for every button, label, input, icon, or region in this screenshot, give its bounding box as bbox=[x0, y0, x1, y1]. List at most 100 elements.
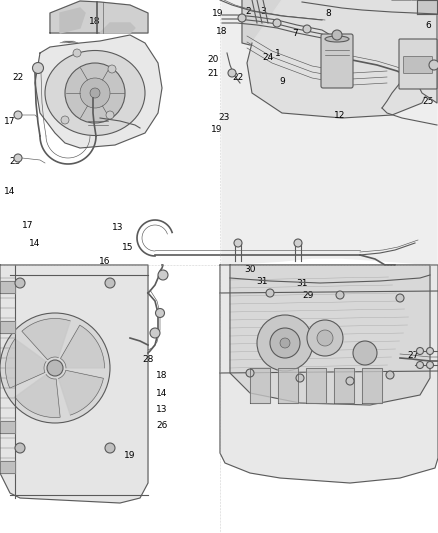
Circle shape bbox=[257, 315, 313, 371]
Text: 22: 22 bbox=[12, 72, 24, 82]
Polygon shape bbox=[60, 325, 105, 368]
Text: 31: 31 bbox=[256, 277, 268, 286]
Circle shape bbox=[427, 361, 434, 368]
Polygon shape bbox=[0, 281, 15, 293]
Text: 20: 20 bbox=[207, 54, 219, 63]
Circle shape bbox=[32, 62, 43, 74]
FancyBboxPatch shape bbox=[321, 34, 353, 88]
Text: 19: 19 bbox=[211, 125, 223, 134]
Circle shape bbox=[105, 278, 115, 288]
Text: 21: 21 bbox=[207, 69, 219, 77]
Circle shape bbox=[234, 239, 242, 247]
Polygon shape bbox=[6, 339, 46, 388]
Text: 26: 26 bbox=[156, 422, 168, 431]
Circle shape bbox=[317, 330, 333, 346]
Text: 28: 28 bbox=[142, 354, 154, 364]
Polygon shape bbox=[242, 0, 434, 58]
Polygon shape bbox=[0, 321, 15, 333]
Circle shape bbox=[14, 111, 22, 119]
Text: 23: 23 bbox=[9, 157, 21, 166]
Circle shape bbox=[307, 320, 343, 356]
Circle shape bbox=[417, 348, 424, 354]
Text: 6: 6 bbox=[425, 20, 431, 29]
Circle shape bbox=[427, 348, 434, 354]
Circle shape bbox=[65, 63, 125, 123]
Circle shape bbox=[294, 239, 302, 247]
Polygon shape bbox=[247, 0, 432, 118]
Circle shape bbox=[80, 78, 110, 108]
Text: 12: 12 bbox=[334, 110, 346, 119]
Polygon shape bbox=[22, 319, 70, 360]
Polygon shape bbox=[220, 265, 438, 483]
Polygon shape bbox=[58, 370, 103, 415]
Ellipse shape bbox=[325, 36, 349, 42]
Circle shape bbox=[61, 116, 69, 124]
Text: 14: 14 bbox=[29, 238, 41, 247]
Circle shape bbox=[158, 270, 168, 280]
Polygon shape bbox=[222, 0, 437, 265]
Circle shape bbox=[280, 338, 290, 348]
Circle shape bbox=[332, 30, 342, 40]
FancyBboxPatch shape bbox=[403, 56, 432, 74]
Polygon shape bbox=[0, 461, 15, 473]
Polygon shape bbox=[0, 265, 148, 503]
Circle shape bbox=[386, 371, 394, 379]
Circle shape bbox=[246, 369, 254, 377]
Circle shape bbox=[336, 291, 344, 299]
Text: 7: 7 bbox=[292, 28, 298, 37]
Text: 16: 16 bbox=[99, 256, 111, 265]
Text: 10: 10 bbox=[326, 51, 338, 60]
Circle shape bbox=[238, 14, 246, 22]
Text: 13: 13 bbox=[156, 405, 168, 414]
Circle shape bbox=[396, 294, 404, 302]
Circle shape bbox=[73, 49, 81, 57]
Circle shape bbox=[0, 313, 110, 423]
Polygon shape bbox=[417, 0, 437, 14]
Text: 19: 19 bbox=[212, 10, 224, 19]
Polygon shape bbox=[60, 8, 85, 33]
Circle shape bbox=[90, 88, 100, 98]
Polygon shape bbox=[50, 1, 148, 33]
Polygon shape bbox=[250, 368, 270, 403]
Circle shape bbox=[273, 19, 281, 27]
Text: 3: 3 bbox=[260, 6, 266, 15]
Circle shape bbox=[105, 443, 115, 453]
Text: 24: 24 bbox=[262, 52, 274, 61]
Text: 1: 1 bbox=[275, 49, 281, 58]
Text: 18: 18 bbox=[156, 372, 168, 381]
Circle shape bbox=[15, 443, 25, 453]
Text: 27: 27 bbox=[407, 351, 419, 359]
Circle shape bbox=[417, 361, 424, 368]
Polygon shape bbox=[0, 421, 15, 433]
Circle shape bbox=[296, 374, 304, 382]
Polygon shape bbox=[362, 368, 382, 403]
Text: 15: 15 bbox=[122, 243, 134, 252]
Circle shape bbox=[155, 309, 165, 318]
Polygon shape bbox=[278, 368, 298, 403]
Polygon shape bbox=[334, 368, 354, 403]
Text: 14: 14 bbox=[4, 187, 16, 196]
Circle shape bbox=[228, 69, 236, 77]
Circle shape bbox=[266, 289, 274, 297]
Circle shape bbox=[346, 377, 354, 385]
Text: 8: 8 bbox=[325, 9, 331, 18]
Circle shape bbox=[47, 360, 63, 376]
Text: 17: 17 bbox=[4, 117, 16, 125]
Circle shape bbox=[303, 25, 311, 33]
Polygon shape bbox=[35, 35, 162, 148]
Text: 18: 18 bbox=[89, 17, 101, 26]
Text: 18: 18 bbox=[216, 27, 228, 36]
Text: 13: 13 bbox=[112, 222, 124, 231]
Text: 22: 22 bbox=[233, 74, 244, 83]
Circle shape bbox=[353, 341, 377, 365]
Text: 19: 19 bbox=[124, 450, 136, 459]
Text: 2: 2 bbox=[245, 6, 251, 15]
Text: 29: 29 bbox=[302, 290, 314, 300]
Polygon shape bbox=[412, 0, 437, 103]
Circle shape bbox=[14, 154, 22, 162]
Text: 30: 30 bbox=[244, 264, 256, 273]
Text: 25: 25 bbox=[422, 96, 434, 106]
FancyBboxPatch shape bbox=[399, 39, 437, 89]
Circle shape bbox=[108, 65, 116, 73]
Text: 23: 23 bbox=[218, 112, 230, 122]
